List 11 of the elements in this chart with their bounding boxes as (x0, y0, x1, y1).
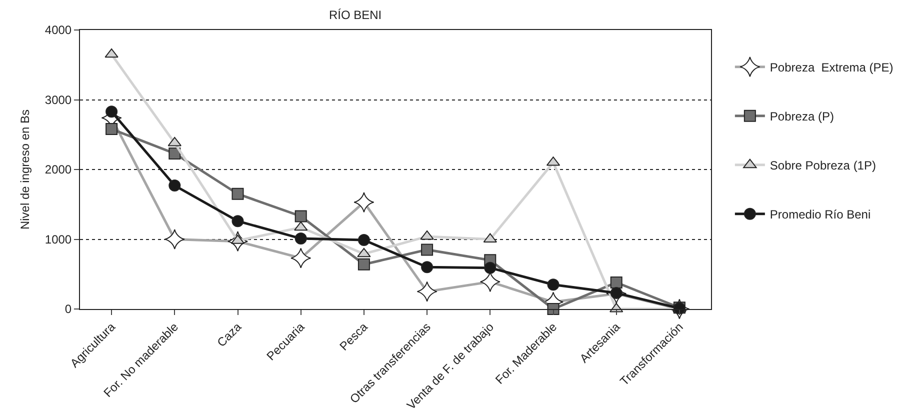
y-tick-label: 2000 (44, 162, 72, 177)
chart-title: RÍO BENI (328, 8, 382, 22)
legend-label: Pobreza (P) (770, 110, 834, 124)
legend-label: Sobre Pobreza (1P) (770, 158, 876, 172)
legend-label: Pobreza Extrema (PE) (770, 60, 894, 74)
y-tick-label: 4000 (44, 23, 72, 38)
y-axis-title: Nivel de ingreso en Bs (18, 109, 32, 230)
legend-label: Promedio Río Beni (770, 208, 871, 222)
y-tick-label: 1000 (44, 232, 72, 246)
y-tick-label: 0 (64, 302, 72, 316)
y-tick-label: 3000 (44, 92, 72, 107)
